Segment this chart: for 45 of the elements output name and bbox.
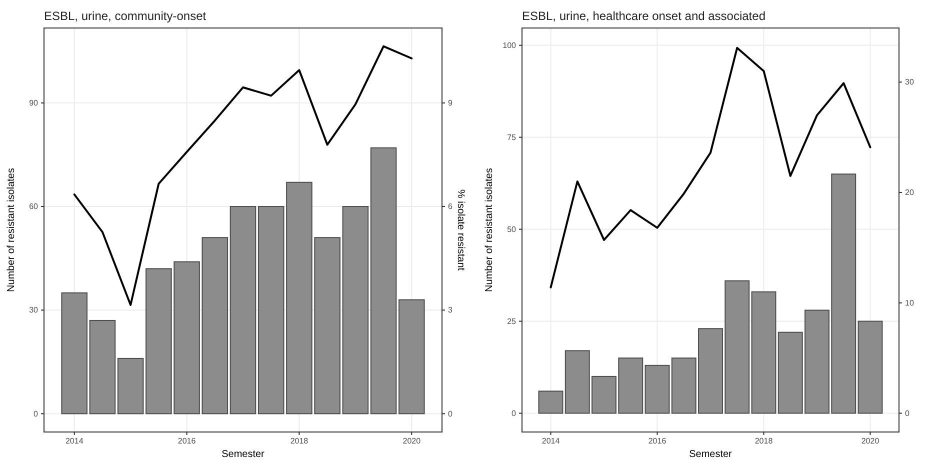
x-tick-label: 2020 (402, 436, 422, 446)
line-series (73, 45, 413, 306)
y2-tick-label: 20 (905, 188, 914, 198)
y-tick-label: 0 (34, 409, 39, 418)
y2-tick-label: 0 (448, 409, 453, 418)
y2-tick-label: 30 (905, 78, 914, 87)
bar (644, 364, 670, 414)
y-axis-title: Number of resistant isolates (484, 168, 495, 292)
y-tick-label: 25 (507, 316, 517, 326)
y2-tick-label: 10 (905, 298, 914, 308)
line-series (550, 46, 872, 288)
y-tick-label: 90 (29, 98, 39, 108)
x-tick-label: 2018 (290, 436, 309, 446)
x-tick-label: 2016 (178, 436, 196, 446)
x-axis-title: Semester (689, 449, 733, 460)
y2-tick-label: 6 (448, 202, 453, 212)
x-axis-title: Semester (222, 449, 266, 460)
bar (398, 299, 425, 414)
y-tick-label: 100 (502, 40, 517, 50)
y2-tick-label: 9 (448, 98, 453, 108)
x-tick-label: 2018 (754, 436, 774, 446)
bar (538, 390, 564, 414)
y2-tick-label: 0 (905, 408, 910, 418)
y2-axis-title: % isolate resistant (455, 189, 466, 271)
y-tick-label: 0 (512, 408, 517, 418)
bar (89, 320, 116, 414)
bar (342, 206, 369, 414)
bar (858, 320, 883, 414)
x-tick-label: 2016 (648, 436, 667, 446)
x-tick-label: 2014 (542, 436, 560, 446)
y-axis-title: Number of resistant isolates (6, 168, 17, 292)
x-tick-label: 2020 (861, 436, 880, 446)
bar (61, 292, 88, 414)
x-tick-label: 2014 (65, 436, 84, 446)
y-tick-label: 75 (507, 132, 517, 142)
y2-tick-label: 3 (448, 306, 453, 315)
bar (751, 291, 776, 414)
chart-title: ESBL, urine, community-onset (44, 9, 207, 23)
chart-title: ESBL, urine, healthcare onset and associated (522, 9, 766, 23)
y-tick-label: 60 (29, 202, 39, 212)
bar (117, 358, 144, 414)
bar (230, 206, 256, 414)
y-tick-label: 50 (507, 224, 517, 234)
y-tick-label: 30 (29, 306, 39, 315)
bar (370, 147, 397, 414)
